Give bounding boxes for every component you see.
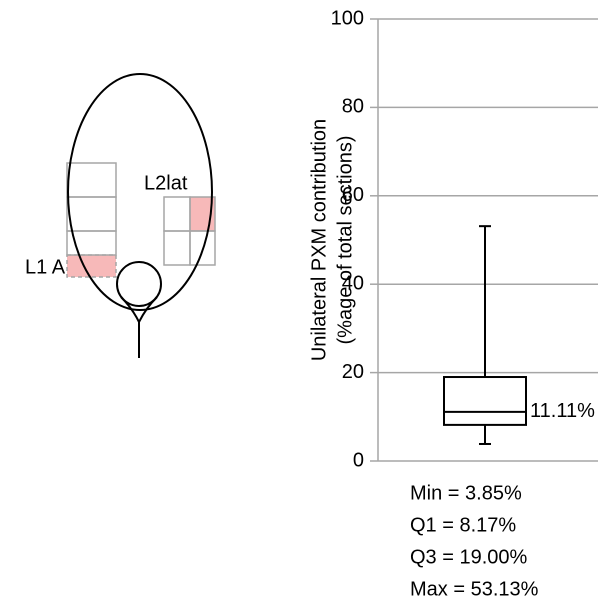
y-tick-label: 40 <box>342 272 364 294</box>
box <box>443 376 527 426</box>
median-label: 11.11% <box>530 400 595 422</box>
y-tick-label: 60 <box>342 184 364 206</box>
cell <box>163 230 191 266</box>
cell <box>66 254 117 278</box>
y-tick-label: 80 <box>342 96 364 118</box>
stat-annotation: Q1 = 8.17% <box>410 514 516 536</box>
diagram: L1 A L2lat <box>25 73 216 358</box>
y-axis-label: (%age of total sections) <box>334 136 356 345</box>
outline-circle <box>116 261 162 307</box>
outline-ellipse <box>67 73 213 311</box>
stat-annotation: Max = 53.13% <box>410 578 539 600</box>
diagram-label: L2lat <box>144 172 188 194</box>
stat-annotation: Q3 = 19.00% <box>410 546 528 568</box>
cell <box>66 162 117 198</box>
outline-stem <box>120 296 158 358</box>
y-tick-label: 0 <box>353 449 364 471</box>
highlight-cell <box>67 255 116 277</box>
cell <box>189 230 216 266</box>
y-tick-label: 20 <box>342 361 364 383</box>
cell <box>163 196 191 232</box>
y-tick-label: 100 <box>331 7 364 29</box>
diagram-label: L1 A <box>25 256 66 278</box>
stat-annotation: Min = 3.85% <box>410 482 522 504</box>
chart: 0 20 40 60 80 100 Unilateral PXM contribution(… <box>308 7 598 600</box>
y-axis-label: Unilateral PXM contribution <box>308 119 330 361</box>
cell <box>66 196 117 232</box>
